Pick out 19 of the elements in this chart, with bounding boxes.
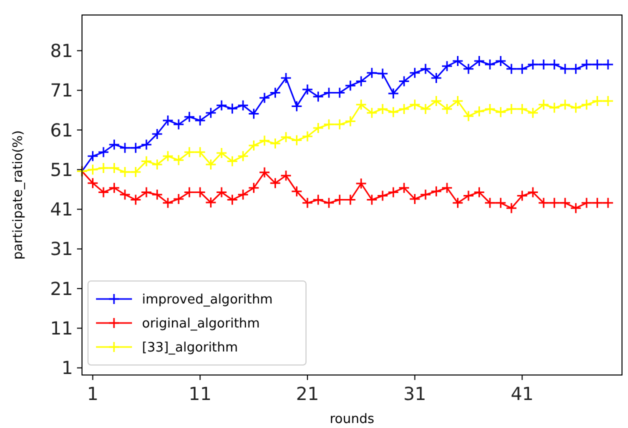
y-tick-label: 31 <box>50 239 73 260</box>
x-tick-label: 41 <box>510 384 534 405</box>
y-tick-label: 51 <box>50 160 73 181</box>
y-tick-label: 81 <box>50 40 73 62</box>
y-tick-label: 71 <box>50 80 73 102</box>
y-tick-label: 11 <box>50 318 73 340</box>
y-tick-label: 1 <box>62 358 73 380</box>
x-tick-label: 11 <box>188 384 212 405</box>
legend-label: [33]_algorithm <box>142 340 238 356</box>
y-tick-label: 21 <box>50 278 73 300</box>
x-tick-label: 1 <box>87 384 98 405</box>
y-axis-title: participate_ratio(%) <box>11 130 26 260</box>
y-tick-label: 41 <box>50 200 73 221</box>
x-tick-label: 31 <box>403 384 426 405</box>
x-tick-label: 21 <box>296 384 319 405</box>
x-axis-title: rounds <box>330 412 374 427</box>
y-tick-label: 61 <box>50 120 73 142</box>
legend-label: improved_algorithm <box>142 292 273 308</box>
legend-label: original_algorithm <box>142 316 260 332</box>
